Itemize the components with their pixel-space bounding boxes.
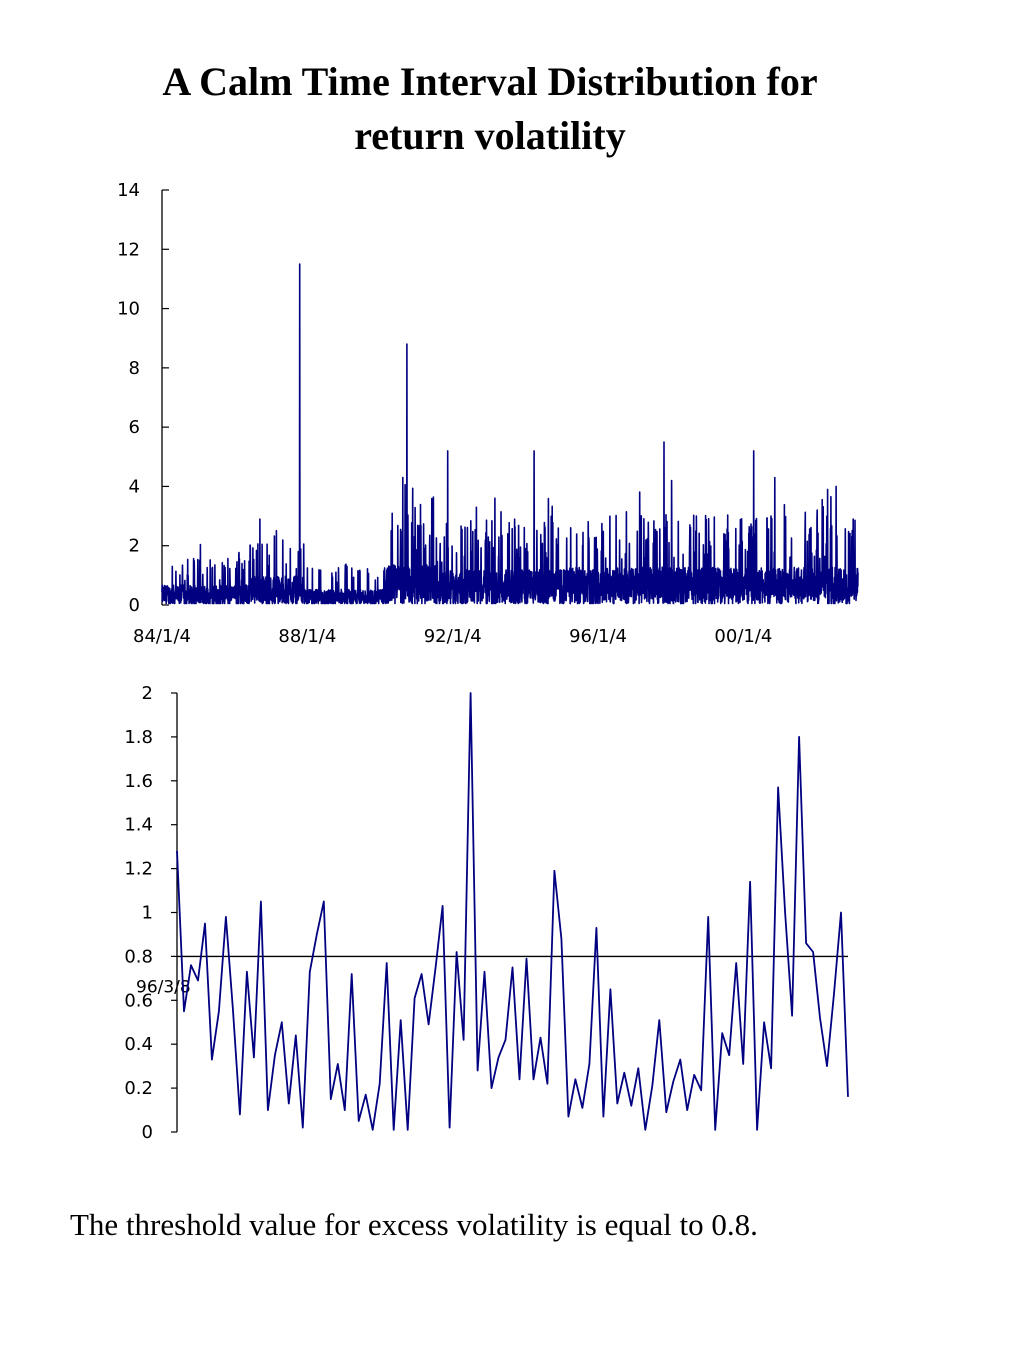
y-tick-label: 0 [129,595,140,616]
calm-interval-chart: 0 0.2 0.4 0.6 0.8 1 1.2 1.4 1.6 1.8 2 96/3/8 [124,683,849,1143]
x-tick-label: 00/1/4 [714,626,772,647]
date-annotation: 96/3/8 [136,977,191,997]
y-tick-label: 1.6 [124,771,153,792]
page-title-line-2: return volatility [354,113,626,158]
x-tick-label: 88/1/4 [278,626,336,647]
caption: The threshold value for excess volatilit… [70,1207,758,1242]
y-tick-label: 4 [129,476,140,497]
y-tick-label: 2 [142,683,153,704]
y-tick-label: 10 [117,299,140,320]
y-tick-label: 0 [142,1122,153,1143]
y-tick-label: 0.4 [124,1034,153,1055]
page-title: A Calm Time Interval Distribution for re… [80,55,900,163]
volatility-time-series-chart: 0 2 4 6 8 10 12 14 84/1/4 88/1/4 92/1/4 96/1/4 00/1/… [117,180,859,647]
y-tick-label: 6 [129,417,140,438]
y-tick-label: 1.8 [124,727,153,748]
y-tick-label: 0.2 [124,1078,153,1099]
y-tick-label: 1.4 [124,815,153,836]
y-tick-label: 0.8 [124,946,153,967]
y-tick-label: 8 [129,358,140,379]
y-tick-label: 0.6 [124,990,153,1011]
y-tick-label: 12 [117,239,140,260]
x-tick-label: 84/1/4 [133,626,191,647]
y-tick-label: 14 [117,180,140,201]
x-tick-label: 92/1/4 [424,626,482,647]
volatility-series-line [161,263,859,605]
x-tick-label: 96/1/4 [569,626,627,647]
y-tick-label: 1.2 [124,859,153,880]
y-tick-label: 1 [142,903,153,924]
page-title-line-1: A Calm Time Interval Distribution for [162,59,818,104]
y-tick-label: 2 [129,536,140,557]
calm-interval-series-line [176,692,849,1131]
